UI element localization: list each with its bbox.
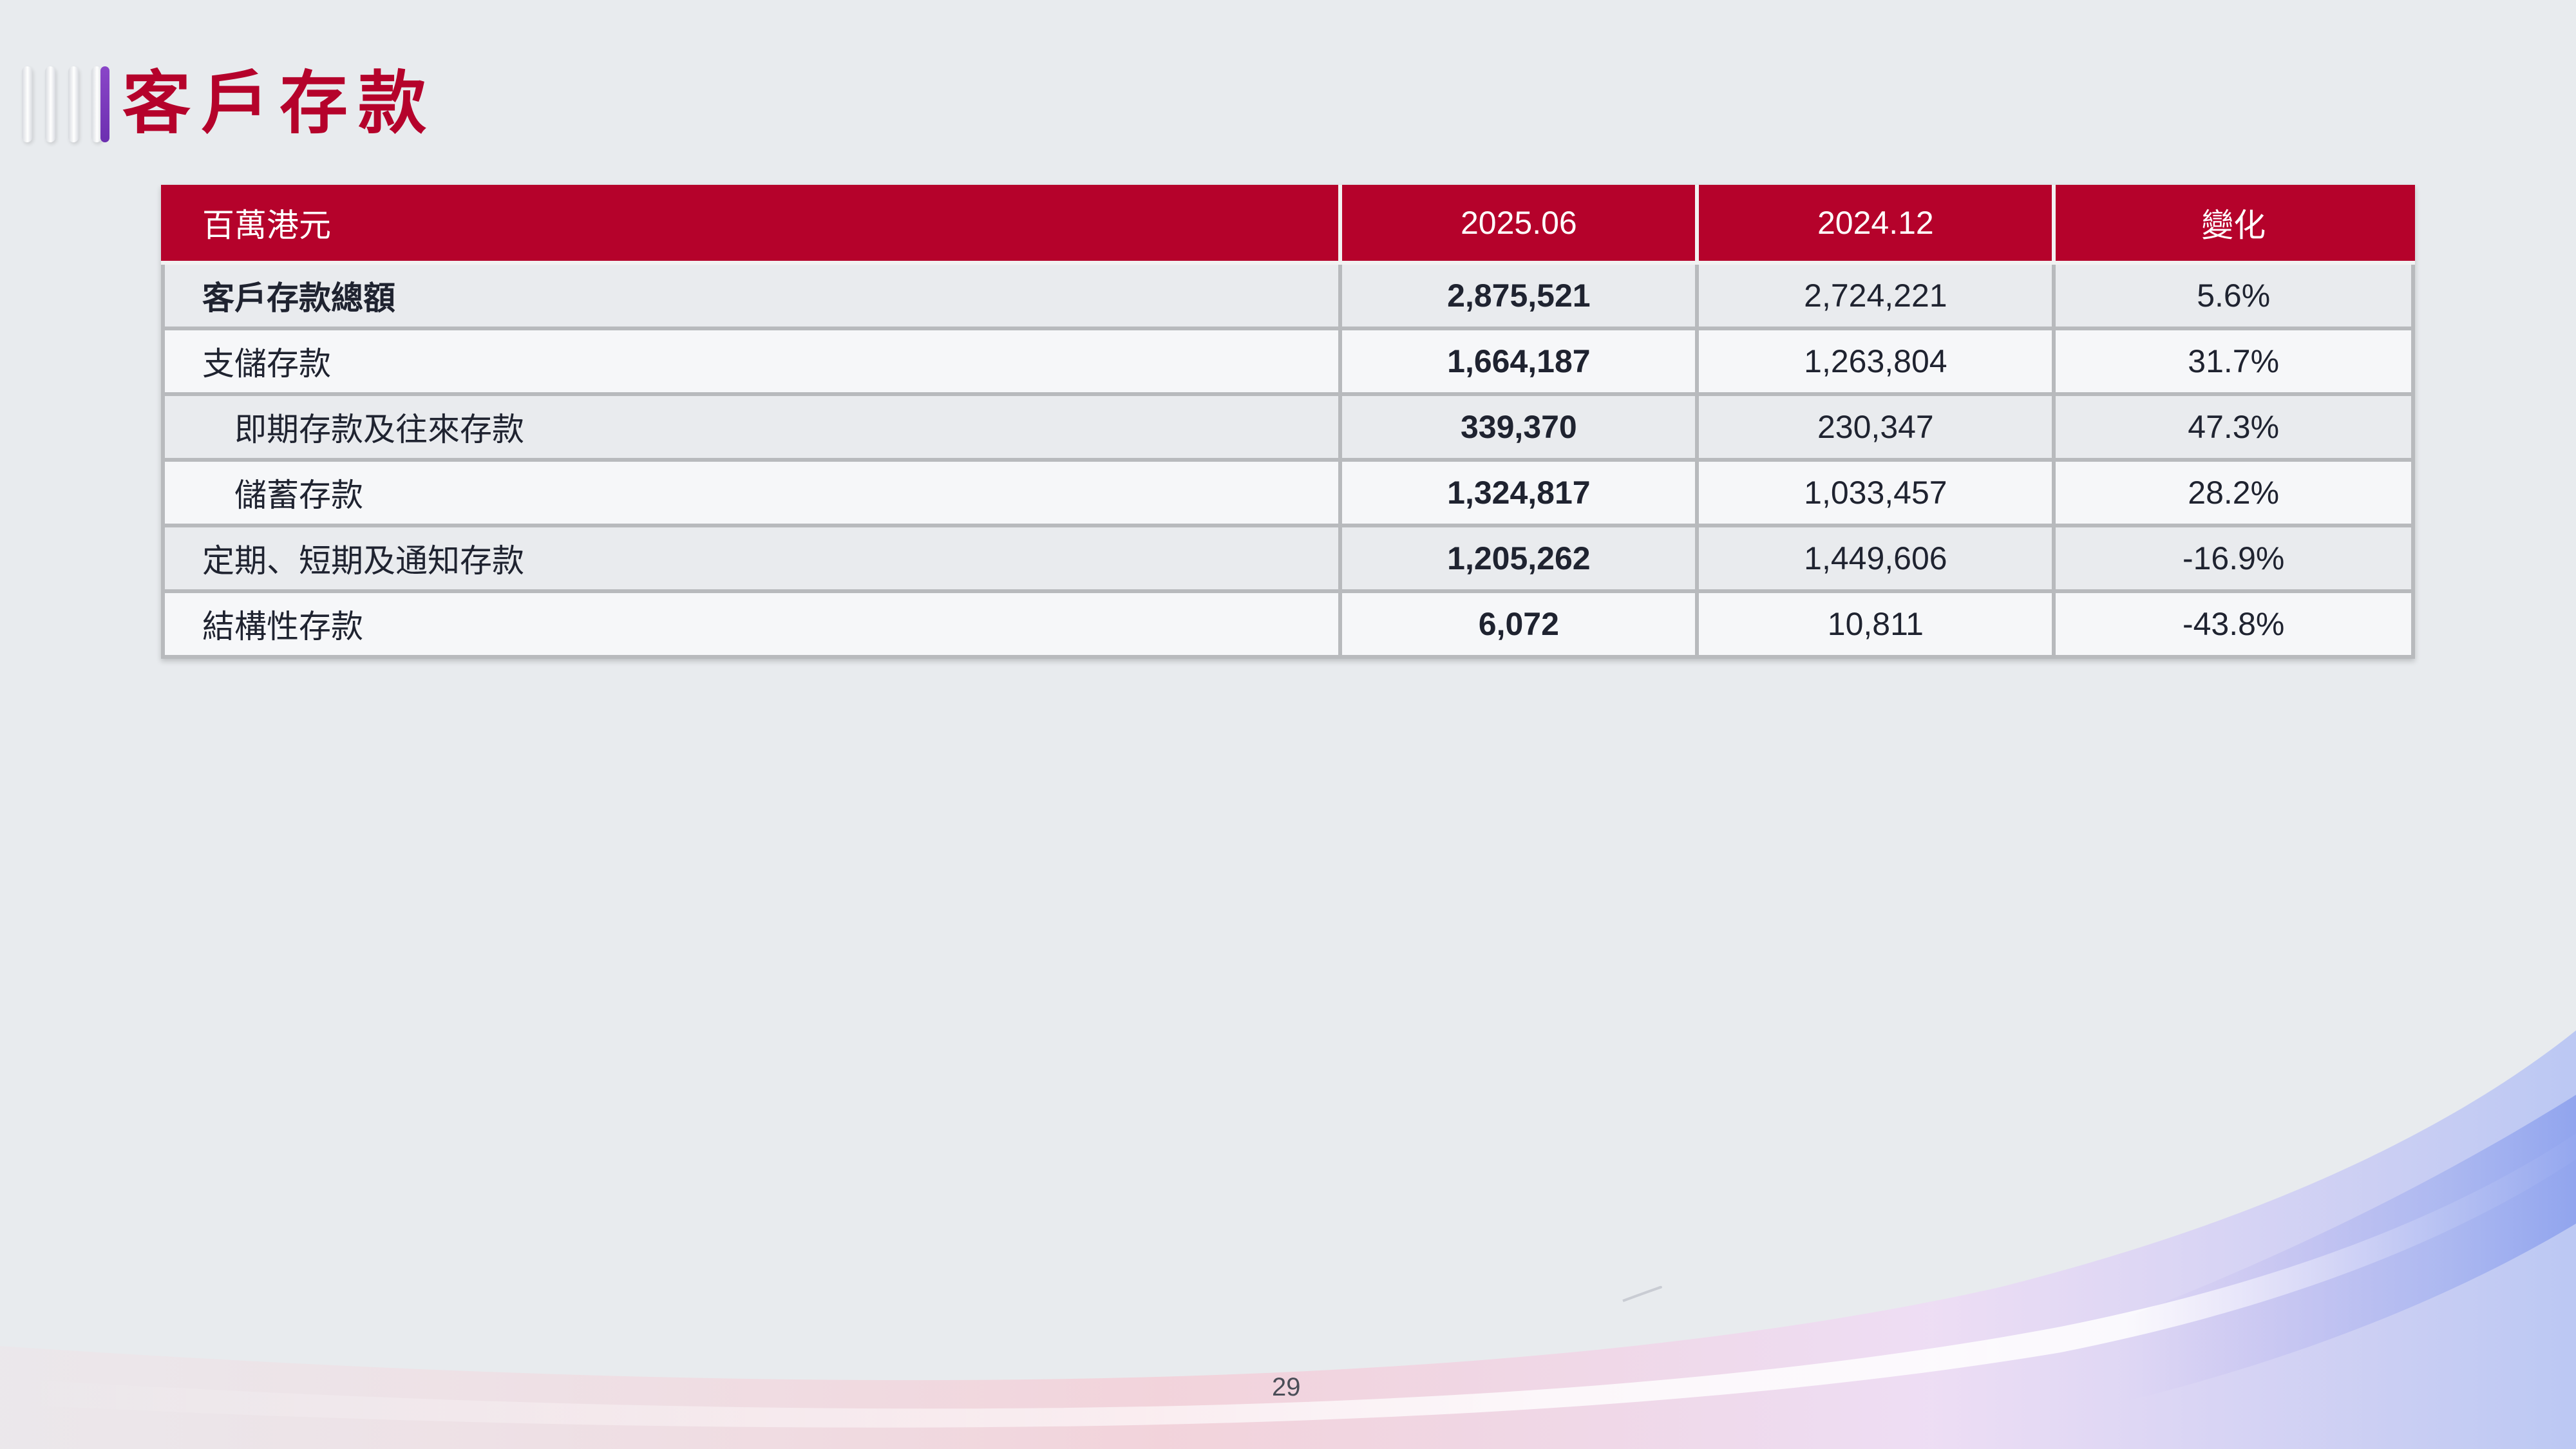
row-label: 定期、短期及通知存款: [160, 524, 1343, 593]
row-label: 客戶存款總額: [160, 261, 1343, 330]
row-change: 47.3%: [2052, 392, 2415, 462]
row-change: -16.9%: [2052, 524, 2415, 593]
row-current: 1,205,262: [1338, 524, 1700, 593]
table-header-row: 百萬港元 2025.06 2024.12 變化: [160, 185, 2415, 265]
title-bar-accent: [100, 66, 109, 142]
table-row: 結構性存款 6,072 10,811 -43.8%: [160, 589, 2415, 659]
page-number: 29: [1272, 1373, 1301, 1401]
row-change: 5.6%: [2052, 261, 2415, 330]
table-row: 即期存款及往來存款 339,370 230,347 47.3%: [160, 392, 2415, 462]
title-bar: [45, 66, 55, 142]
row-change: 28.2%: [2052, 458, 2415, 527]
row-current: 1,664,187: [1338, 327, 1700, 396]
row-previous: 1,263,804: [1695, 327, 2056, 396]
title-bar: [68, 66, 79, 142]
table-row: 儲蓄存款 1,324,817 1,033,457 28.2%: [160, 458, 2415, 527]
row-label: 即期存款及往來存款: [160, 392, 1343, 462]
row-current: 6,072: [1338, 589, 1700, 659]
table-row: 客戶存款總額 2,875,521 2,724,221 5.6%: [160, 261, 2415, 330]
row-previous: 2,724,221: [1695, 261, 2056, 330]
row-previous: 1,449,606: [1695, 524, 2056, 593]
header-change: 變化: [2052, 185, 2415, 265]
page-title: 客戶存款: [122, 66, 437, 142]
row-previous: 1,033,457: [1695, 458, 2056, 527]
row-current: 1,324,817: [1338, 458, 1700, 527]
row-change: 31.7%: [2052, 327, 2415, 396]
header-unit: 百萬港元: [160, 185, 1343, 265]
row-label: 儲蓄存款: [160, 458, 1343, 527]
row-change: -43.8%: [2052, 589, 2415, 659]
header-2024-12: 2024.12: [1695, 185, 2056, 265]
title-bar: [91, 66, 102, 142]
table-row: 定期、短期及通知存款 1,205,262 1,449,606 -16.9%: [160, 524, 2415, 593]
deposits-table: 百萬港元 2025.06 2024.12 變化 客戶存款總額 2,875,521…: [160, 185, 2415, 659]
title-bar: [22, 66, 32, 142]
row-label: 支儲存款: [160, 327, 1343, 396]
row-label: 結構性存款: [160, 589, 1343, 659]
row-previous: 230,347: [1695, 392, 2056, 462]
row-previous: 10,811: [1695, 589, 2056, 659]
table-row: 支儲存款 1,664,187 1,263,804 31.7%: [160, 327, 2415, 396]
header-2025-06: 2025.06: [1338, 185, 1700, 265]
title-bars-decoration: [22, 66, 112, 144]
row-current: 339,370: [1338, 392, 1700, 462]
row-current: 2,875,521: [1338, 261, 1700, 330]
